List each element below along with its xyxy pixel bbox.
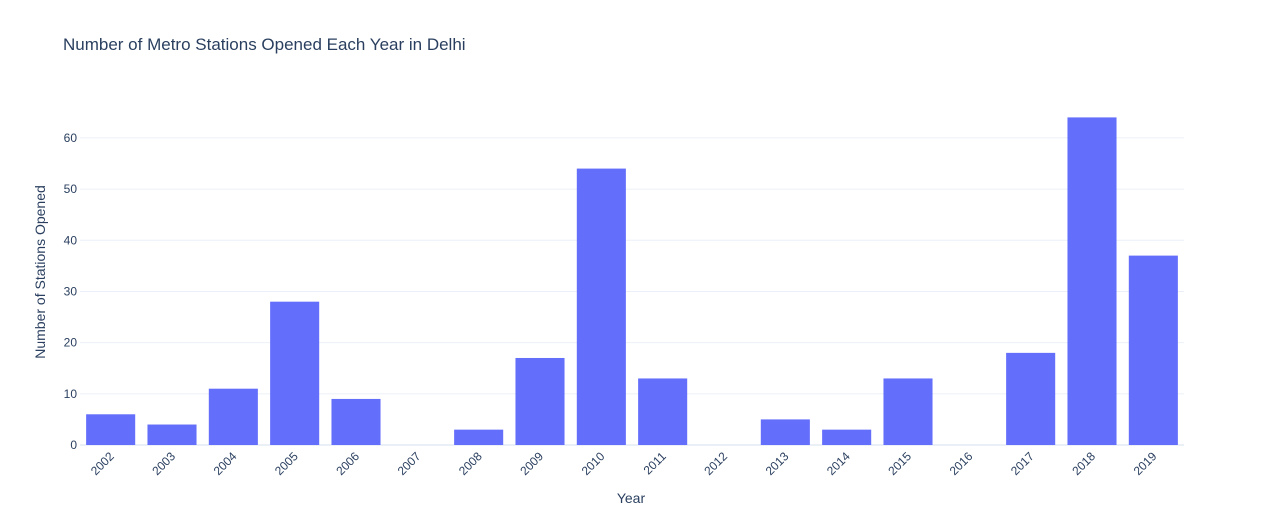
x-tick-label: 2017	[1008, 449, 1037, 478]
x-tick-label: 2013	[763, 449, 792, 478]
x-tick-label: 2015	[885, 449, 914, 478]
x-tick-label: 2007	[395, 449, 424, 478]
y-tick-label: 20	[64, 336, 78, 350]
x-tick-label: 2002	[88, 449, 117, 478]
bars	[86, 117, 1178, 445]
x-tick-label: 2010	[579, 449, 608, 478]
x-tick-label: 2009	[517, 449, 546, 478]
x-tick-label: 2008	[456, 449, 485, 478]
bar-2008[interactable]	[454, 429, 504, 445]
bar-2006[interactable]	[331, 398, 381, 445]
x-tick-label: 2004	[211, 449, 240, 478]
x-axis-ticks: 2002 2003 2004 2005 2006 2007 2008 2009 2010 2011…	[88, 449, 1160, 478]
x-tick-label: 2018	[1069, 449, 1098, 478]
y-tick-label: 30	[64, 284, 78, 298]
bar-2013[interactable]	[760, 419, 810, 445]
x-tick-label: 2005	[272, 449, 301, 478]
y-tick-label: 0	[70, 438, 77, 452]
x-tick-label: 2012	[701, 449, 730, 478]
y-axis-title: Number of Stations Opened	[32, 185, 48, 359]
bar-2002[interactable]	[86, 414, 136, 445]
x-tick-label: 2003	[149, 449, 178, 478]
x-tick-label: 2016	[947, 449, 976, 478]
chart-title: Number of Metro Stations Opened Each Yea…	[63, 35, 466, 54]
y-tick-label: 10	[64, 387, 78, 401]
x-tick-label: 2011	[641, 449, 669, 477]
bar-2004[interactable]	[208, 388, 258, 445]
bar-2014[interactable]	[822, 429, 872, 445]
x-tick-label: 2006	[333, 449, 362, 478]
bar-2009[interactable]	[515, 357, 565, 445]
bar-2018[interactable]	[1067, 117, 1117, 445]
bar-2015[interactable]	[883, 378, 933, 445]
bar-2005[interactable]	[270, 301, 320, 445]
y-tick-label: 50	[64, 182, 78, 196]
x-tick-label: 2019	[1131, 449, 1160, 478]
x-tick-label: 2014	[824, 449, 853, 478]
bar-2017[interactable]	[1006, 352, 1056, 445]
y-tick-label: 60	[64, 131, 78, 145]
bar-2011[interactable]	[638, 378, 688, 445]
x-axis-title: Year	[617, 490, 646, 506]
gridlines	[80, 137, 1184, 446]
y-axis-ticks: 0 10 20 30 40 50 60	[64, 131, 78, 452]
bar-2010[interactable]	[576, 168, 626, 445]
bar-2003[interactable]	[147, 424, 197, 445]
bar-2019[interactable]	[1128, 255, 1178, 445]
y-tick-label: 40	[64, 233, 78, 247]
